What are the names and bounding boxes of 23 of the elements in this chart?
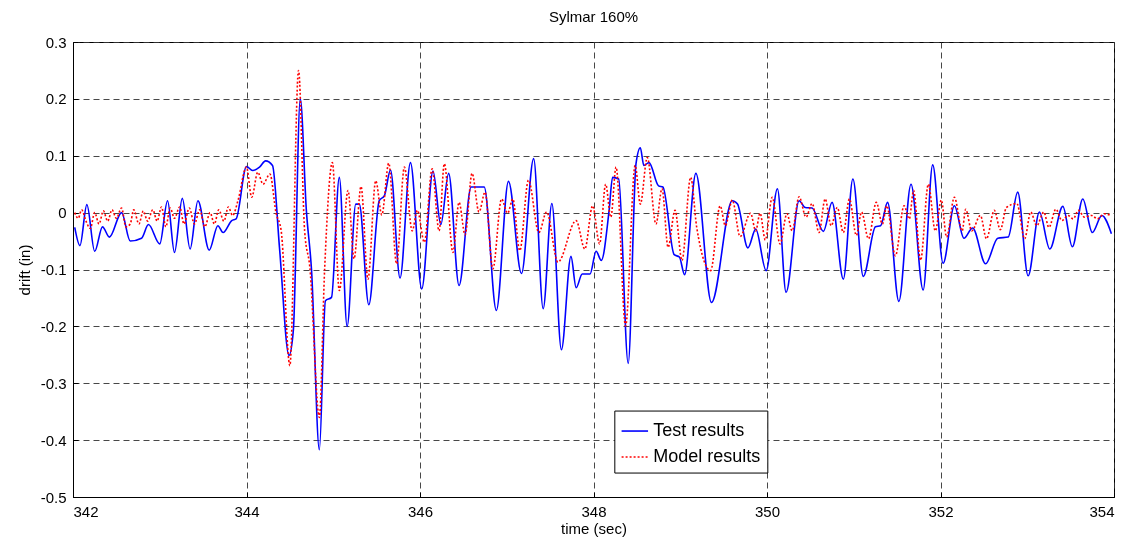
x-tick-label: 346 [407, 502, 434, 520]
y-tick-label: 0.2 [45, 90, 67, 108]
x-tick-label: 352 [928, 502, 954, 520]
x-tick-label: 344 [234, 502, 260, 520]
y-tick-label: -0.3 [40, 374, 67, 392]
x-tick-label: 342 [73, 502, 99, 520]
line-series [73, 69, 1112, 419]
y-axis-title: drift (in) [15, 244, 33, 296]
x-axis-title: time (sec) [561, 519, 627, 537]
y-tick-label: -0.4 [40, 431, 67, 449]
y-tick-label: -0.5 [40, 488, 67, 506]
y-tick-label: 0 [58, 204, 67, 222]
y-tick-label: 0.1 [45, 147, 67, 165]
line-series [73, 98, 1113, 451]
y-tick-label: -0.2 [40, 317, 67, 335]
x-tick-label: 350 [754, 502, 781, 520]
legend-label: Model results [653, 446, 761, 467]
y-tick-label: 0.3 [45, 33, 67, 51]
y-tick-label: -0.1 [40, 261, 67, 278]
legend-label: Test results [653, 420, 745, 441]
x-tick-label: 348 [581, 502, 607, 520]
chart-title: Sylmar 160% [548, 8, 639, 25]
x-tick-label: 354 [1089, 502, 1115, 520]
